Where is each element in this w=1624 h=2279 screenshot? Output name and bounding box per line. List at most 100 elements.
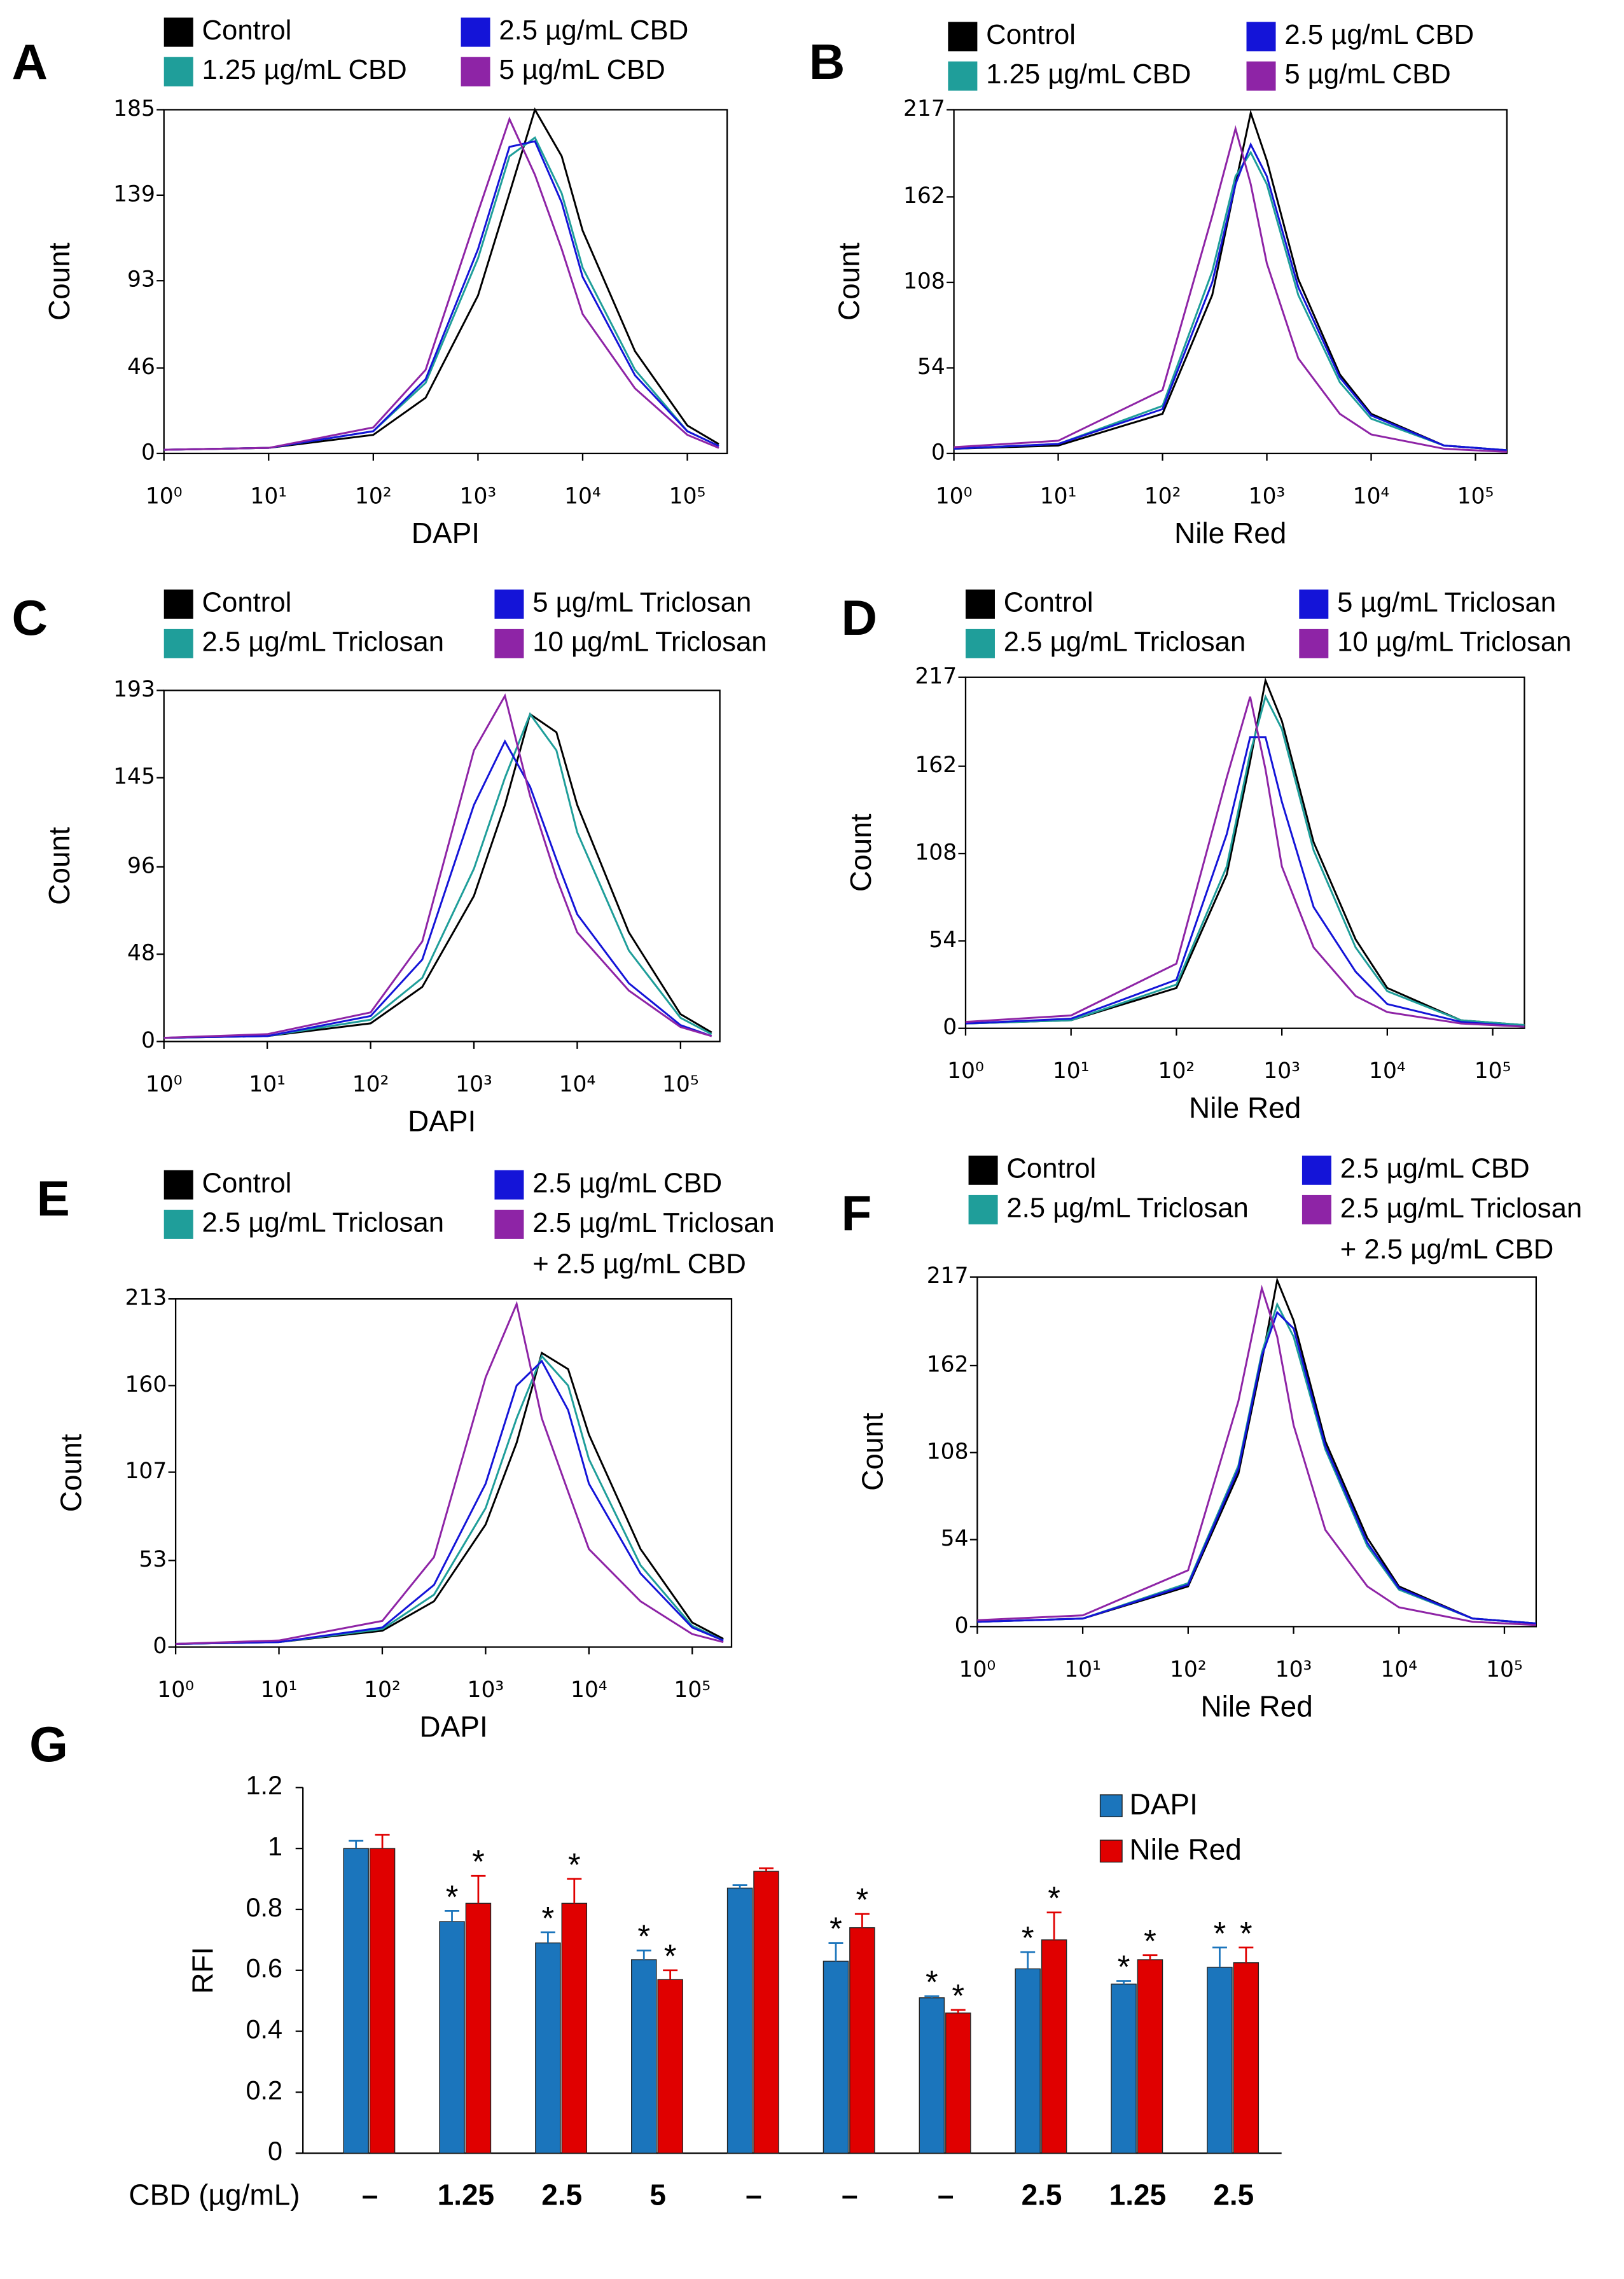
legend-swatch xyxy=(1246,22,1276,52)
legend-label: 5 µg/mL Triclosan xyxy=(532,586,751,618)
x-tick-label: 10³ xyxy=(460,483,497,509)
y-tick-label: 108 xyxy=(915,840,957,866)
panel-label: A xyxy=(12,34,48,90)
legend-swatch xyxy=(494,589,524,619)
bar xyxy=(1137,1959,1163,2154)
significance-star: * xyxy=(664,1938,677,1974)
error-bar xyxy=(1142,1954,1158,1960)
legend-label: 10 µg/mL Triclosan xyxy=(1337,626,1571,657)
y-tick-label: 1.2 xyxy=(246,1771,282,1800)
significance-star: * xyxy=(446,1878,459,1915)
x-category-label: 2.5 xyxy=(541,2178,582,2211)
histogram-line xyxy=(163,140,719,451)
error-bar xyxy=(854,1913,870,1928)
plot-frame xyxy=(174,1298,733,1648)
legend-label: 2.5 µg/mL CBD xyxy=(1284,19,1474,50)
y-tick-label: 0 xyxy=(268,2137,282,2166)
histogram-line xyxy=(954,125,1507,453)
legend-label: Nile Red xyxy=(1130,1833,1242,1866)
x-category-label: 1.25 xyxy=(438,2178,495,2211)
error-bar xyxy=(349,1839,364,1849)
plot-frame xyxy=(953,109,1508,455)
histogram-line xyxy=(176,1301,724,1645)
y-tick-label: 53 xyxy=(139,1547,167,1572)
significance-star: * xyxy=(952,1978,964,2014)
y-axis-label: Count xyxy=(54,1434,87,1512)
legend-swatch xyxy=(1246,61,1276,91)
error-bar xyxy=(1020,1951,1036,1969)
error-bar xyxy=(636,1950,651,1960)
x-tick-label: 10⁵ xyxy=(1486,1657,1523,1682)
x-tick-label: 10⁴ xyxy=(1369,1058,1406,1084)
legend-swatch xyxy=(461,17,490,47)
significance-star: * xyxy=(1118,1948,1130,1985)
legend-label: 1.25 µg/mL CBD xyxy=(202,54,407,85)
histogram-line xyxy=(977,1277,1536,1624)
significance-star: * xyxy=(856,1881,869,1918)
x-tick-label: 10⁰ xyxy=(936,483,973,509)
error-bar xyxy=(924,1995,940,1998)
histogram-line xyxy=(954,150,1507,452)
legend-label: 2.5 µg/mL Triclosan xyxy=(1006,1192,1249,1223)
y-tick-label: 54 xyxy=(917,354,945,380)
bar xyxy=(657,1979,683,2154)
x-tick-label: 10² xyxy=(1144,483,1181,509)
bar xyxy=(631,1959,657,2154)
y-tick-label: 0.4 xyxy=(246,2015,282,2044)
legend-swatch xyxy=(494,1170,524,1200)
y-tick-label: 0.8 xyxy=(246,1893,282,1922)
x-tick-label: 10³ xyxy=(1263,1058,1300,1084)
panel-label: B xyxy=(809,34,845,90)
histogram-line xyxy=(977,1284,1536,1626)
histogram-line xyxy=(176,1351,724,1645)
significance-star: * xyxy=(542,1900,555,1936)
bar xyxy=(849,1927,875,2154)
error-bar xyxy=(375,1834,390,1849)
bar xyxy=(1111,1983,1137,2154)
x-tick-label: 10⁵ xyxy=(1475,1058,1511,1084)
legend-label: 2.5 µg/mL Triclosan + 2.5 µg/mL CBD xyxy=(532,1207,782,1278)
significance-star: * xyxy=(926,1964,938,2000)
histogram-line xyxy=(163,136,719,451)
legend-swatch xyxy=(163,1170,193,1200)
x-tick-label: 10⁴ xyxy=(1353,483,1390,509)
x-axis-label: Nile Red xyxy=(1174,516,1286,550)
y-tick-label: 160 xyxy=(125,1372,167,1397)
legend-label: Control xyxy=(202,15,292,46)
legend-label: 1.25 µg/mL CBD xyxy=(986,59,1191,90)
y-tick-label: 162 xyxy=(915,752,957,778)
x-tick-label: 10⁵ xyxy=(662,1072,699,1097)
legend-label: Control xyxy=(1004,586,1093,618)
x-tick-label: 10⁰ xyxy=(146,483,183,509)
x-category-label: – xyxy=(938,2178,954,2211)
x-tick-label: 10¹ xyxy=(249,1072,286,1097)
bar xyxy=(1233,1962,1260,2154)
error-bar xyxy=(950,2009,966,2013)
histogram-line xyxy=(954,142,1507,452)
x-axis-label: DAPI xyxy=(408,1104,476,1137)
y-axis-label: Count xyxy=(43,827,76,905)
legend-swatch xyxy=(1301,1195,1331,1224)
legend-swatch xyxy=(968,1195,998,1224)
bar xyxy=(369,1848,396,2154)
bar xyxy=(919,1997,945,2154)
legend-label: 2.5 µg/mL CBD xyxy=(1340,1153,1530,1184)
y-tick-label: 96 xyxy=(127,853,155,878)
plot-frame xyxy=(964,676,1525,1029)
y-tick-label: 0 xyxy=(931,440,945,465)
legend-swatch xyxy=(968,1155,998,1185)
significance-star: * xyxy=(568,1846,581,1883)
y-axis-label: Count xyxy=(844,814,877,892)
x-tick-label: 10³ xyxy=(455,1072,492,1097)
x-category-label: 1.25 xyxy=(1109,2178,1167,2211)
bar xyxy=(439,1921,465,2154)
bar xyxy=(561,1902,588,2154)
histogram-line xyxy=(965,736,1525,1028)
legend-swatch xyxy=(948,61,978,91)
y-tick-label: 108 xyxy=(903,268,945,294)
legend-swatch xyxy=(1299,628,1329,658)
y-tick-label: 0.6 xyxy=(246,1954,282,1983)
legend-label: Control xyxy=(1006,1153,1096,1184)
error-bar xyxy=(1116,1980,1132,1985)
histogram-line xyxy=(965,696,1525,1028)
